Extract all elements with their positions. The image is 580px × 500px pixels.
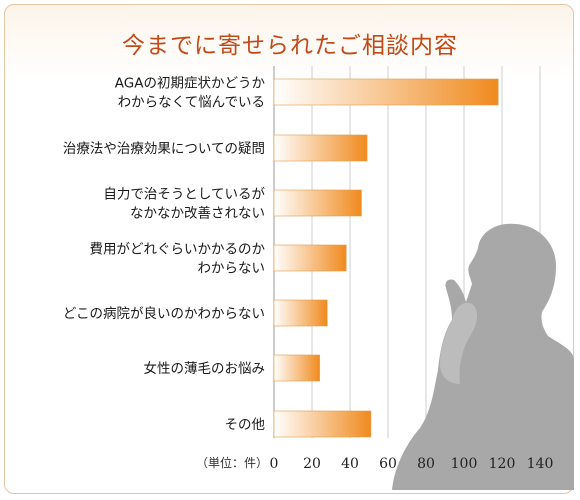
category-label: AGAの初期症状かどうか [115, 75, 266, 92]
thinking-person-silhouette [392, 223, 574, 491]
bar-3 [273, 189, 362, 217]
bar-7 [273, 410, 372, 438]
x-tick-label: 120 [489, 456, 516, 472]
category-label: その他 [225, 417, 266, 433]
x-tick-label: 40 [341, 456, 359, 472]
category-label: 自力で治そうとしているが [103, 187, 265, 203]
x-axis-ticks: 0 20 40 60 80 100 120 140 [270, 456, 554, 472]
category-label: わからない [198, 261, 266, 277]
bar-1 [273, 78, 499, 106]
category-labels: AGAの初期症状かどうかわからなくて悩んでいる治療法や治療効果についての疑問自力… [63, 75, 266, 434]
category-label: どこの病院が良いのかわからない [63, 306, 265, 322]
x-tick-label: 60 [379, 456, 397, 472]
category-label: 女性の薄毛のお悩み [144, 360, 266, 377]
bar-6 [273, 354, 320, 382]
category-label: 治療法や治療効果についての疑問 [63, 140, 265, 157]
bar-2 [273, 134, 368, 162]
bars [273, 78, 499, 438]
x-tick-label: 100 [451, 456, 478, 472]
bar-5 [273, 299, 328, 327]
x-tick-label: 80 [417, 456, 435, 472]
bar-4 [273, 244, 347, 272]
x-tick-label: 0 [270, 456, 279, 472]
x-tick-label: 140 [527, 456, 554, 472]
category-label: 費用がどれぐらいかかるのか [90, 242, 266, 258]
category-label: なかなか改善されない [130, 206, 265, 222]
x-tick-label: 20 [303, 456, 321, 472]
unit-label: （単位：件） [196, 455, 268, 470]
category-label: わからなくて悩んでいる [118, 95, 265, 111]
chart-title: 今までに寄せられたご相談内容 [122, 33, 458, 59]
